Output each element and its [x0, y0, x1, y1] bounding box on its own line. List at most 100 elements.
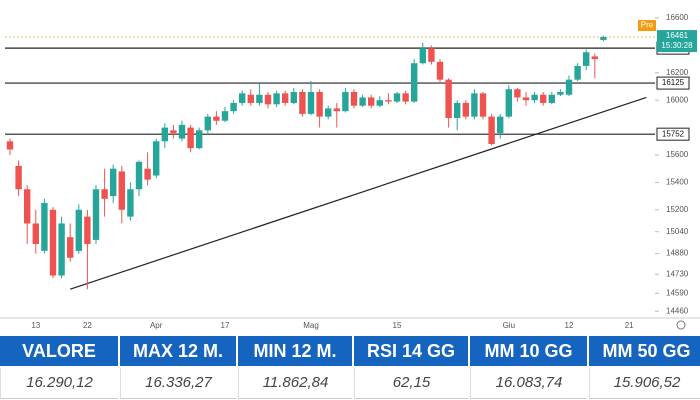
candle-body — [213, 116, 220, 121]
y-tick-label: 15200 — [666, 205, 689, 214]
y-tick-label: 15400 — [666, 177, 689, 186]
candle-body — [325, 108, 332, 117]
candle-body — [376, 100, 383, 106]
candle-body — [471, 93, 478, 117]
y-tick-label: 15040 — [666, 227, 689, 236]
candle-body — [178, 124, 186, 139]
level-label: 16125 — [662, 78, 685, 87]
candle-body — [204, 116, 211, 131]
candle-body — [282, 93, 289, 103]
candle-body — [6, 141, 14, 150]
candle-body — [24, 189, 31, 224]
candle-body — [256, 94, 263, 103]
last-price-label: 16461 — [666, 31, 689, 40]
table-header: MM 50 GG — [589, 336, 700, 366]
table-header: MAX 12 M. — [120, 336, 236, 366]
candle-body — [522, 97, 530, 101]
table-header: VALORE — [0, 336, 118, 366]
x-tick-label: 12 — [565, 321, 574, 330]
candle-body — [290, 91, 297, 103]
last-time-label: 15:30:28 — [661, 41, 693, 50]
candle-body — [402, 93, 409, 102]
candle-body — [514, 89, 521, 98]
candle-body — [454, 102, 461, 119]
candle-body — [101, 189, 108, 199]
candle-body — [41, 202, 48, 251]
candle-body — [153, 141, 160, 176]
candle-body — [264, 94, 272, 105]
y-tick-label: 14880 — [666, 249, 689, 258]
y-tick-label: 14460 — [666, 306, 689, 315]
table-header: MM 10 GG — [470, 336, 587, 366]
candle-body — [445, 79, 452, 119]
x-tick-label: 13 — [31, 321, 40, 330]
x-tick-label: 17 — [221, 321, 230, 330]
trendline — [70, 96, 647, 290]
candle-body — [307, 91, 315, 114]
candle-body — [462, 102, 469, 117]
stats-table: VALORE MAX 12 M. MIN 12 M. RSI 14 GG MM 10 G… — [0, 336, 700, 400]
table-header: RSI 14 GG — [354, 336, 468, 366]
candle-body — [488, 116, 495, 145]
candle-body — [49, 209, 57, 276]
table-value: 62,15 — [354, 367, 468, 399]
candle-body — [67, 237, 74, 258]
candle-body — [299, 91, 306, 114]
chart: 14460 14590 14730 14880 15040 15200 15400 15600… — [0, 13, 700, 330]
candle-body — [144, 168, 151, 180]
level-box — [656, 127, 690, 141]
candle-body — [591, 56, 598, 60]
candle-body — [350, 91, 358, 106]
table-value: 15.906,52 — [589, 367, 700, 399]
pre-label: Pre — [641, 21, 654, 30]
candle-body — [583, 52, 590, 66]
candle-body — [368, 97, 375, 106]
candle-body — [75, 209, 82, 251]
candle-body — [393, 93, 401, 102]
x-tick-label: 21 — [625, 321, 634, 330]
table-value: 16.290,12 — [0, 367, 118, 399]
level-label: 15752 — [662, 129, 685, 138]
candle-body — [436, 61, 444, 80]
candle-body — [574, 65, 581, 80]
candle-body — [497, 116, 504, 134]
y-tick-label: 14730 — [666, 269, 689, 278]
candle-body — [565, 79, 573, 95]
candle-body — [161, 127, 168, 142]
candle-body — [385, 100, 392, 102]
candle-body — [540, 94, 547, 103]
candle-body — [273, 93, 280, 105]
x-tick-label: 22 — [83, 321, 92, 330]
candle-body — [32, 223, 39, 245]
y-tick-label: 16200 — [666, 68, 689, 77]
y-tick-label: 16600 — [666, 13, 689, 22]
candle-body — [316, 91, 323, 117]
candle-body — [419, 48, 426, 64]
table-value: 16.083,74 — [470, 367, 587, 399]
y-tick-label: 16000 — [666, 95, 689, 104]
table-header: MIN 12 M. — [238, 336, 352, 366]
last-price-box — [657, 30, 697, 53]
candle-body — [333, 108, 340, 112]
candle-body — [135, 161, 143, 190]
candle-body — [239, 93, 246, 103]
candle-body — [342, 91, 349, 112]
candle-body — [411, 63, 418, 102]
candle-body — [600, 37, 607, 40]
candle-body — [428, 48, 435, 62]
x-tick-label: Mag — [303, 321, 319, 330]
y-tick-label: 15600 — [666, 150, 689, 159]
pre-tag — [638, 20, 656, 32]
candle-body — [548, 94, 555, 103]
candle-body — [479, 93, 487, 117]
candle-body — [230, 102, 237, 112]
candle-body — [187, 127, 194, 149]
candle-body — [84, 216, 91, 245]
candle-body — [196, 130, 203, 149]
candle-body — [557, 91, 564, 95]
y-tick-label: 14590 — [666, 288, 689, 297]
candle-body — [505, 89, 512, 117]
settings-icon[interactable] — [676, 320, 686, 330]
x-tick-label: Apr — [150, 321, 163, 330]
